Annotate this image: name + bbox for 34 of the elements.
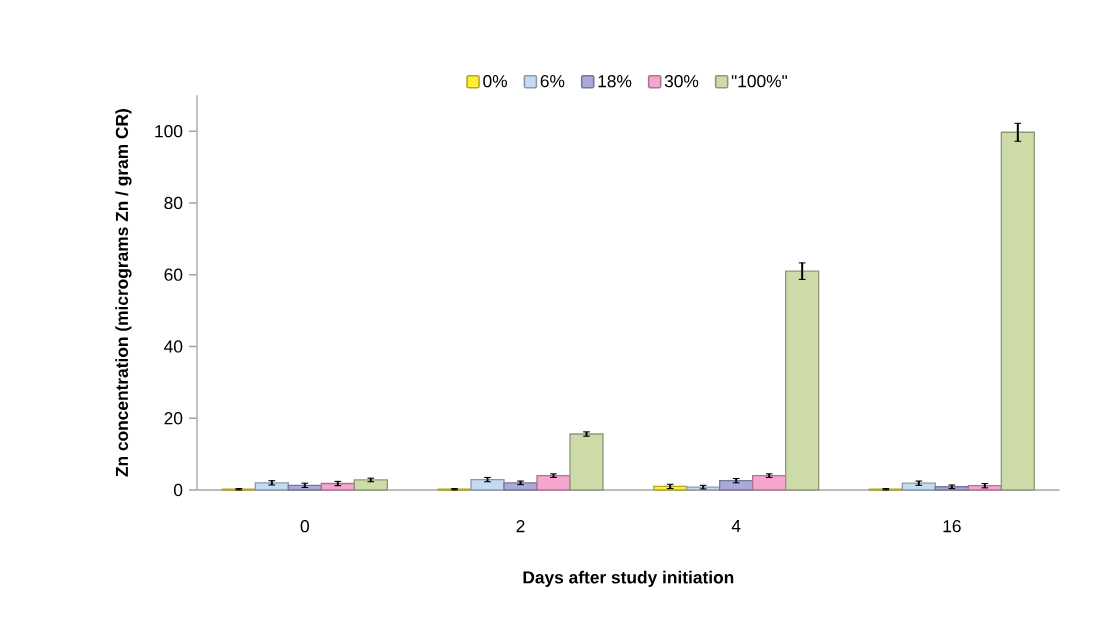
bar (901, 482, 937, 491)
bar (353, 479, 388, 491)
bar (503, 482, 538, 491)
bar (470, 478, 505, 491)
legend-label: 18% (598, 75, 632, 88)
bar (536, 474, 571, 491)
x-tick-label: 4 (731, 520, 741, 532)
bar (1000, 131, 1035, 491)
bar (967, 485, 1003, 491)
legend-label: 6% (540, 75, 565, 88)
bar (934, 486, 970, 491)
bar (686, 486, 721, 491)
legend-label: 0% (483, 75, 507, 88)
y-axis-title: Zn concentration (micrograms Zn / gram CR) (115, 109, 132, 477)
x-axis-title: Days after study initiation (523, 570, 734, 587)
x-tick-label: 0 (300, 520, 309, 533)
bar (254, 482, 290, 491)
y-tick-label: 40 (164, 340, 183, 353)
bar (752, 474, 787, 491)
y-tick-label: 60 (164, 268, 183, 281)
bar (785, 270, 820, 491)
legend-label: 30% (664, 75, 699, 88)
x-tick-label: 2 (516, 520, 525, 533)
bar (653, 485, 688, 491)
bar (569, 433, 604, 491)
bar (320, 482, 355, 491)
bar (719, 480, 754, 491)
y-tick-label: 80 (164, 196, 183, 210)
legend-label: "100%" (731, 75, 787, 88)
y-tick-label: 0 (173, 483, 183, 497)
y-tick-label: 20 (164, 412, 183, 425)
x-tick-label: 16 (943, 520, 961, 533)
bar (287, 484, 323, 491)
y-tick-label: 100 (155, 125, 183, 138)
